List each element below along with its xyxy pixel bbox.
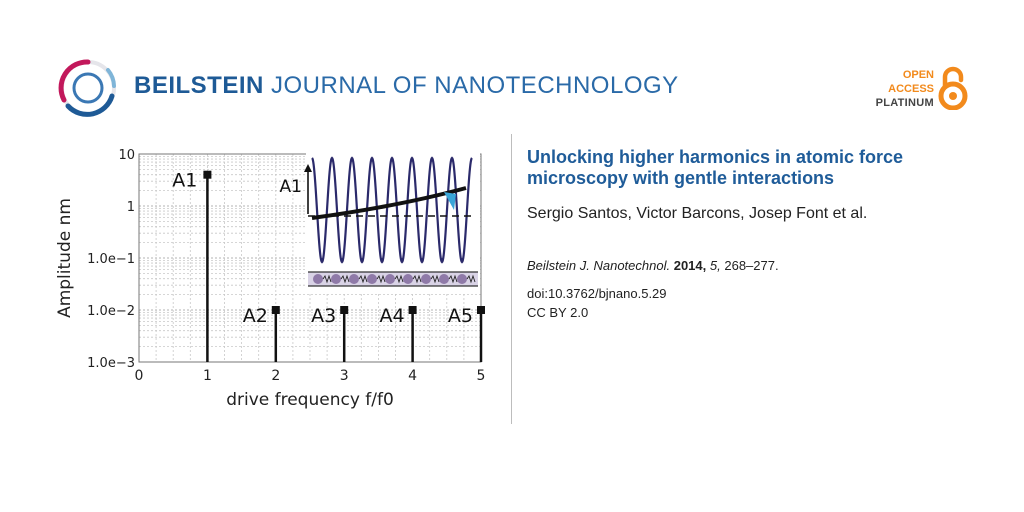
x-tick-label: 0 — [135, 368, 144, 384]
inset-waveform: A1 — [280, 152, 480, 292]
open-access-lock-icon — [938, 66, 968, 110]
inset-atom — [457, 274, 467, 284]
vertical-divider — [511, 134, 512, 424]
oa-line-access: ACCESS — [888, 83, 934, 95]
y-tick-label: 1.0e−3 — [87, 356, 135, 371]
inset-spring — [448, 274, 458, 284]
inset-spring — [358, 274, 368, 284]
inset-spring — [430, 274, 440, 284]
article-authors: Sergio Santos, Victor Barcons, Josep Fon… — [527, 205, 868, 222]
journal-name-rest: JOURNAL OF NANOTECHNOLOGY — [263, 72, 679, 99]
inset-spring — [376, 274, 386, 284]
harmonic-stems: A1 A2 A3 A4 A5 — [172, 170, 485, 362]
article-title[interactable]: Unlocking higher harmonics in atomic for… — [527, 147, 904, 188]
inset-spring — [394, 274, 404, 284]
y-axis-label: Amplitude nm — [55, 198, 75, 318]
inset-a1-label: A1 — [280, 177, 302, 197]
journal-name: BEILSTEIN JOURNAL OF NANOTECHNOLOGY — [134, 72, 679, 100]
y-tick-label: 1 — [127, 200, 135, 215]
citation: Beilstein J. Nanotechnol. 2014, 5, 268–2… — [527, 258, 779, 273]
oa-line-open: OPEN — [902, 69, 934, 81]
inset-atom — [421, 274, 431, 284]
inset-spring — [466, 274, 476, 284]
inset-atom — [313, 274, 323, 284]
oa-line-platinum: PLATINUM — [875, 97, 934, 109]
harmonic-label-a4: A4 — [380, 305, 405, 327]
y-tick-labels: 10 1 1.0e−1 1.0e−2 1.0e−3 — [87, 148, 135, 371]
harmonic-label-a5: A5 — [448, 305, 473, 327]
inset-atom — [349, 274, 359, 284]
inset-atom — [439, 274, 449, 284]
marker-a3 — [340, 306, 349, 314]
x-tick-label: 5 — [477, 368, 486, 384]
inset-atom — [403, 274, 413, 284]
x-tick-label: 3 — [340, 368, 349, 384]
citation-year: 2014, — [673, 258, 707, 273]
y-tick-label: 1.0e−2 — [87, 304, 135, 319]
inset-tip-marker — [444, 192, 456, 210]
x-tick-labels: 0 1 2 3 4 5 — [135, 368, 486, 384]
harmonic-label-a2: A2 — [243, 305, 268, 327]
inset-spring — [322, 274, 332, 284]
inset-atom — [331, 274, 341, 284]
citation-volume: 5, — [709, 258, 721, 273]
x-tick-label: 4 — [408, 368, 417, 384]
inset-a1-arrowhead — [304, 164, 312, 172]
open-access-label: OPEN ACCESS PLATINUM — [876, 68, 934, 110]
harmonic-label-a3: A3 — [311, 305, 336, 327]
y-tick-label: 10 — [118, 148, 135, 163]
x-tick-label: 2 — [271, 368, 280, 384]
marker-a5 — [477, 306, 485, 314]
marker-a2 — [271, 306, 280, 314]
x-axis-label: drive frequency f/f0 — [226, 390, 394, 410]
marker-a4 — [408, 306, 417, 314]
inset-spring — [340, 274, 350, 284]
inset-sine-wave — [311, 156, 473, 264]
inset-amplitude-curve — [311, 186, 467, 220]
inset-spring — [412, 274, 422, 284]
citation-pages: 268–277. — [724, 258, 779, 273]
y-tick-label: 1.0e−1 — [87, 252, 135, 267]
journal-abbrev: Beilstein J. Nanotechnol. — [527, 258, 671, 273]
marker-a1 — [203, 170, 212, 179]
journal-name-bold: BEILSTEIN — [134, 72, 264, 99]
license: CC BY 2.0 — [527, 305, 589, 320]
inset-atom — [385, 274, 395, 284]
harmonic-label-a1: A1 — [172, 170, 197, 192]
doi-link[interactable]: doi:10.3762/bjnano.5.29 — [527, 286, 667, 301]
beilstein-ring-logo — [58, 59, 116, 117]
x-tick-label: 1 — [203, 368, 212, 384]
inset-atom — [367, 274, 377, 284]
